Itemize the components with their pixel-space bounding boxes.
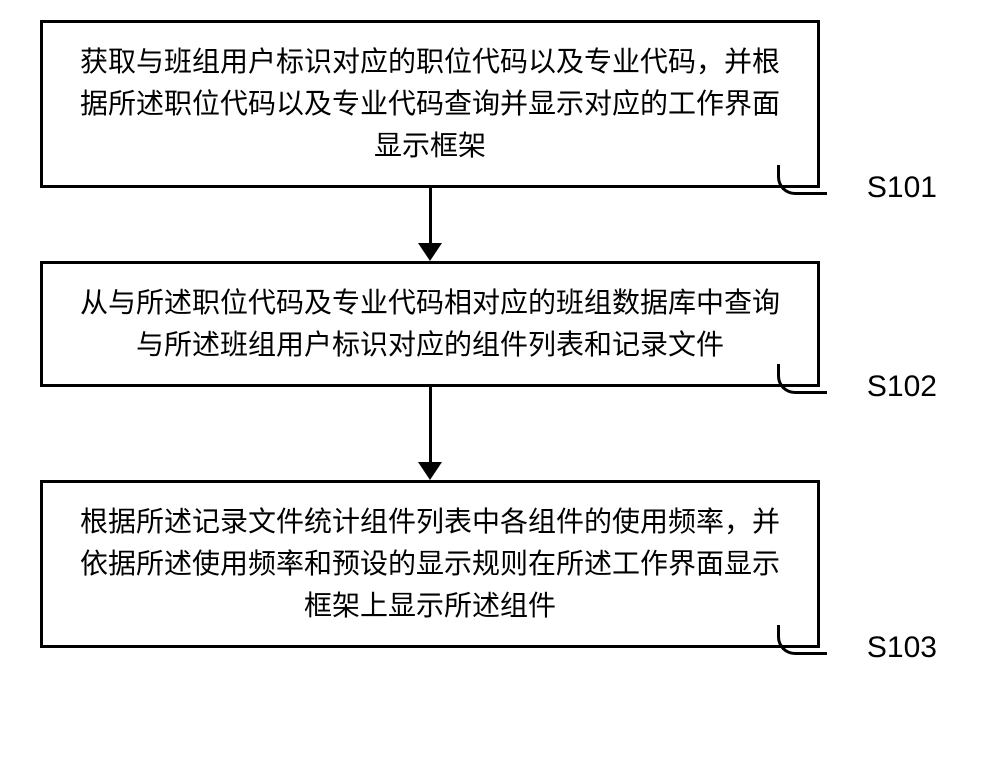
flow-step-2-text: 从与所述职位代码及专业代码相对应的班组数据库中查询与所述班组用户标识对应的组件列… <box>67 282 793 366</box>
flow-step-3: 根据所述记录文件统计组件列表中各组件的使用频率，并依据所述使用频率和预设的显示规… <box>40 480 820 648</box>
flow-step-1-label: S101 <box>867 165 937 210</box>
arrow-2-head <box>418 462 442 480</box>
label-hook-3 <box>777 625 827 655</box>
flow-step-1-text: 获取与班组用户标识对应的职位代码以及专业代码，并根据所述职位代码以及专业代码查询… <box>67 41 793 167</box>
label-hook-2 <box>777 364 827 394</box>
flow-step-2-label: S102 <box>867 364 937 409</box>
label-hook-1 <box>777 165 827 195</box>
flow-step-2: 从与所述职位代码及专业代码相对应的班组数据库中查询与所述班组用户标识对应的组件列… <box>40 261 820 387</box>
flow-step-3-label: S103 <box>867 625 937 670</box>
arrow-1 <box>40 188 820 261</box>
arrow-2-line <box>429 387 432 462</box>
flow-step-3-text: 根据所述记录文件统计组件列表中各组件的使用频率，并依据所述使用频率和预设的显示规… <box>67 501 793 627</box>
flow-step-1: 获取与班组用户标识对应的职位代码以及专业代码，并根据所述职位代码以及专业代码查询… <box>40 20 820 188</box>
arrow-1-head <box>418 243 442 261</box>
flowchart-container: 获取与班组用户标识对应的职位代码以及专业代码，并根据所述职位代码以及专业代码查询… <box>40 20 960 648</box>
arrow-2 <box>40 387 820 480</box>
arrow-1-line <box>429 188 432 243</box>
